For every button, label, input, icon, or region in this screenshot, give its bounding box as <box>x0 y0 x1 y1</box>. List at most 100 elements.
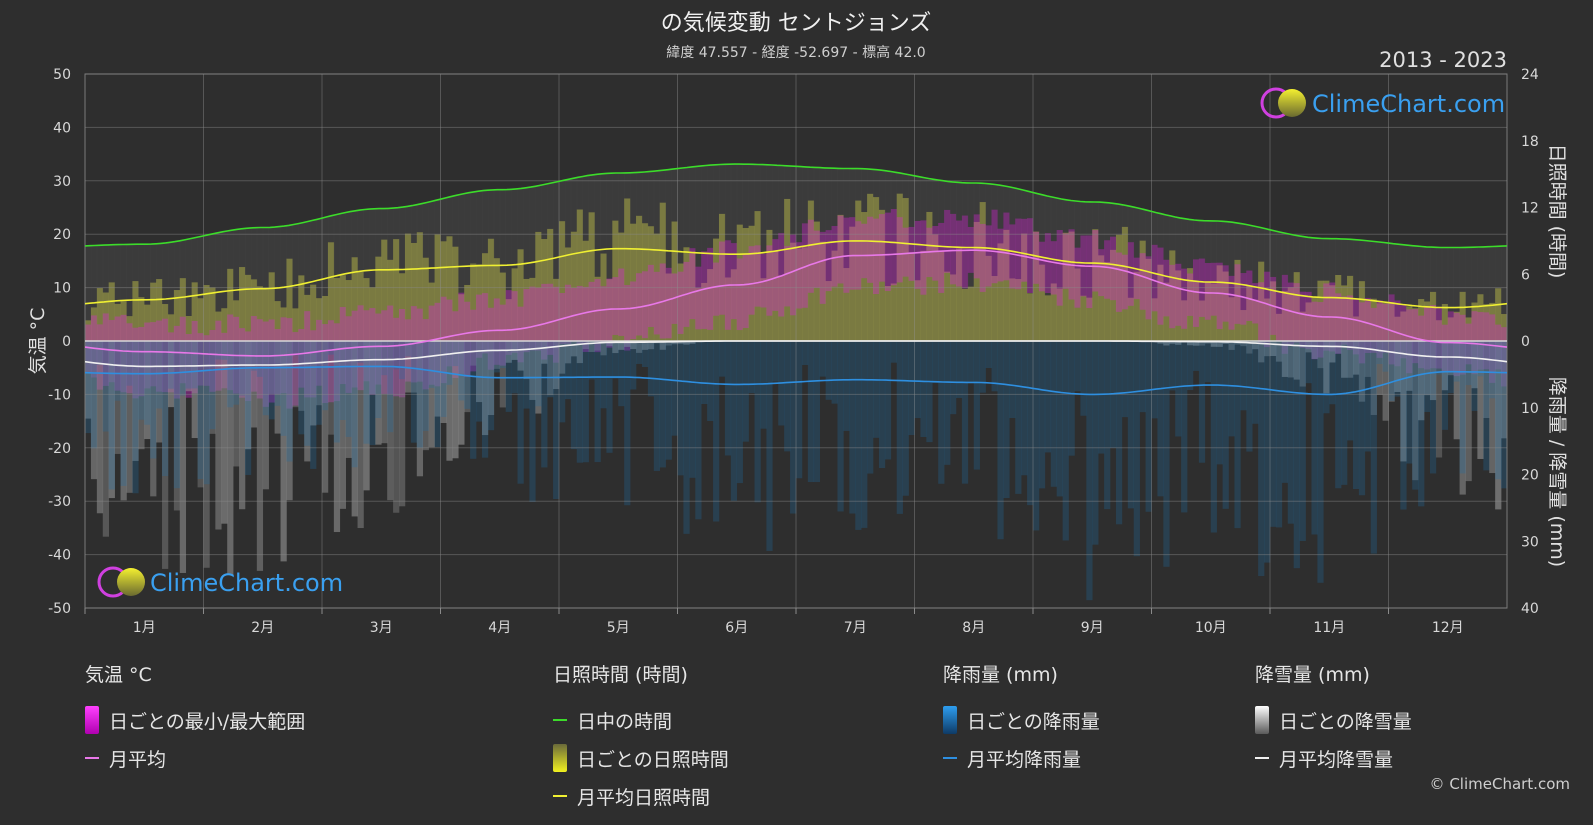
rain-bar <box>1370 341 1377 554</box>
snow-bar <box>1240 341 1247 347</box>
daylight-band <box>529 186 536 341</box>
rain-bar <box>404 341 412 357</box>
temp-range-bar <box>1163 259 1170 317</box>
snow-bar <box>239 341 246 510</box>
logo-sun-icon <box>1278 89 1306 117</box>
temp-range-bar <box>150 322 157 387</box>
temp-range-bar <box>1299 291 1306 348</box>
temp-range-bar <box>547 283 554 355</box>
snow-bar <box>1293 341 1300 380</box>
daylight-band <box>1477 246 1484 341</box>
temp-range-swatch <box>85 706 99 734</box>
rain-bar <box>1447 341 1454 394</box>
daylight-band <box>1270 230 1277 341</box>
daylight-band <box>849 168 856 341</box>
temp-range-bar <box>1335 293 1342 354</box>
daylight-band <box>955 182 963 341</box>
sunshine-bar <box>399 273 406 341</box>
rain-bar <box>1358 341 1366 496</box>
temp-range-bar <box>890 209 898 286</box>
snow-bar <box>1287 341 1294 378</box>
daylight-band <box>938 180 945 341</box>
rain-bar <box>855 341 862 530</box>
y-right-bottom-tick-label: 10 <box>1521 401 1539 417</box>
rain-bar <box>1086 341 1093 601</box>
snow-bar <box>1406 341 1413 391</box>
legend-item-snow-avg: 月平均降雪量 <box>1255 739 1412 777</box>
snow-bar <box>1246 341 1253 354</box>
sunshine-bar <box>618 232 625 341</box>
sunshine-bar <box>837 214 844 341</box>
sunshine-bar <box>280 307 287 341</box>
sunshine-bar <box>701 282 708 341</box>
sunshine-bar <box>979 202 986 341</box>
rain-bar <box>920 341 927 437</box>
daylight-band <box>1121 205 1129 341</box>
sunshine-bar <box>1181 300 1188 341</box>
rain-bar <box>926 341 933 443</box>
x-tick-label: 9月 <box>1081 620 1104 636</box>
rain-bar <box>286 341 293 462</box>
sunshine-bar <box>896 193 903 341</box>
snow-bar <box>1317 341 1324 369</box>
daylight-band <box>896 173 903 341</box>
sunshine-bar <box>239 267 246 341</box>
daylight-band <box>944 181 951 341</box>
temp-range-bar <box>1216 262 1223 329</box>
temp-range-bar <box>1169 264 1176 329</box>
daylight-band <box>973 183 980 341</box>
snow-bar <box>304 341 311 462</box>
temp-range-bar <box>1317 302 1324 358</box>
snow-bar <box>209 341 216 434</box>
daylight-band <box>1115 204 1123 341</box>
x-tick-label: 7月 <box>844 620 867 636</box>
daylight-band <box>464 193 471 341</box>
temp-range-bar <box>1115 252 1123 312</box>
rain-bar <box>600 341 607 409</box>
daylight-band <box>665 169 672 341</box>
sunshine-bar <box>1335 275 1342 341</box>
daylight-band <box>416 204 424 341</box>
sunshine-bar <box>1341 285 1348 341</box>
rain-bar <box>997 341 1004 540</box>
daylight-band <box>831 168 838 341</box>
temp-range-bar <box>493 298 501 365</box>
sunshine-bar <box>517 249 524 341</box>
sunshine-bar <box>1127 297 1135 341</box>
rain-bar <box>529 341 536 503</box>
legend-item-temp-range: 日ごとの最小/最大範囲 <box>85 701 305 739</box>
sunshine-bar <box>736 224 743 341</box>
temp-range-bar <box>813 230 820 288</box>
snow-bar <box>233 341 240 467</box>
legend-label: 月平均 <box>109 748 167 771</box>
daylight-band <box>564 179 572 341</box>
sunshine-bar <box>1388 302 1395 341</box>
temp-range-bar <box>1133 257 1140 300</box>
daylight-band <box>612 173 619 341</box>
x-tick-label: 8月 <box>962 620 985 636</box>
snow-bar <box>1281 341 1289 377</box>
sunshine-bar <box>126 316 133 341</box>
sunshine-bar <box>274 301 281 341</box>
daylight-band <box>837 168 844 341</box>
temp-range-bar <box>950 213 957 285</box>
snow-bar <box>689 341 696 344</box>
rain-bar <box>132 341 139 494</box>
daily-snow-swatch <box>1255 706 1269 734</box>
temp-range-bar <box>1175 263 1182 326</box>
sunshine-bar <box>1062 232 1069 341</box>
rain-bar <box>713 341 720 522</box>
daylight-band <box>677 168 684 341</box>
sunshine-bar <box>801 247 809 341</box>
daylight-band <box>985 183 992 341</box>
sunshine-bar <box>1021 233 1028 341</box>
sunshine-bar <box>867 193 874 341</box>
sunshine-bar <box>428 282 435 341</box>
rain-bar <box>1151 341 1158 419</box>
daylight-band <box>351 210 358 341</box>
snow-bar <box>114 341 121 454</box>
daylight-band <box>1169 216 1176 341</box>
rain-bar <box>878 341 886 468</box>
temp-range-bar <box>553 286 560 363</box>
y-axis-left-label: 気温 °C <box>27 308 49 375</box>
